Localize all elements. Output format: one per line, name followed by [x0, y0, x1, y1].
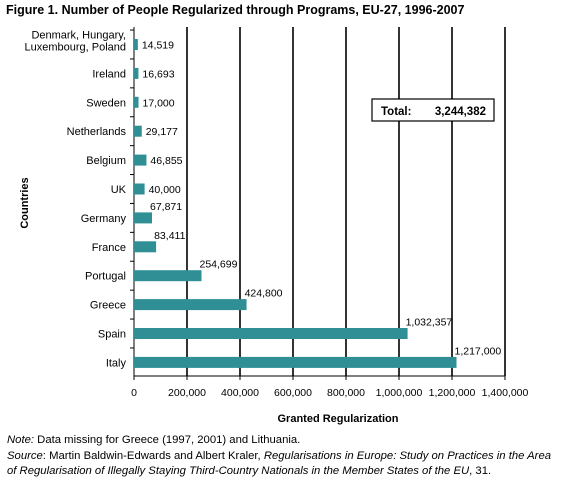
figure-title: Figure 1. Number of People Regularized t…	[6, 3, 465, 17]
category-label: Greece	[90, 300, 126, 312]
source-label: Source	[7, 450, 43, 462]
category-label: Portugal	[85, 271, 126, 283]
x-tick-label: 600,000	[274, 387, 312, 399]
bar	[134, 328, 408, 339]
source-title: Regularisations in Europe: Study on Prac…	[7, 450, 552, 477]
x-tick-label: 400,000	[221, 387, 259, 399]
bar	[134, 212, 152, 224]
bar	[134, 96, 139, 108]
category-label: Italy	[106, 357, 127, 369]
source-plain: : Martin Baldwin-Edwards and Albert Kral…	[42, 450, 264, 462]
bar	[134, 154, 147, 166]
bar	[134, 356, 457, 368]
figure-source: Source: Martin Baldwin-Edwards and Alber…	[7, 449, 563, 479]
category-label: Spain	[98, 329, 126, 341]
figure-note: Note: Data missing for Greece (1997, 200…	[7, 433, 300, 448]
data-label: 424,800	[245, 288, 283, 300]
data-label: 67,871	[150, 201, 182, 213]
x-tick-label: 1,200,000	[429, 387, 476, 399]
x-tick-label: 200,000	[168, 387, 206, 399]
x-tick-label: 1,000,000	[376, 387, 423, 399]
category-label: Ireland	[92, 68, 126, 80]
bar	[134, 67, 139, 79]
bar	[134, 125, 142, 137]
data-label: 14,519	[142, 40, 174, 52]
bar-chart: 0 200,000 400,000 600,000 800,000 1,000,000 1,…	[19, 27, 529, 425]
category-label: UK	[111, 184, 127, 196]
total-box	[371, 98, 495, 122]
total-label: Total:	[381, 106, 411, 118]
data-label: 17,000	[143, 97, 175, 109]
x-tick-label: 0	[131, 387, 137, 399]
data-label: 29,177	[146, 126, 178, 138]
data-label: 83,411	[154, 230, 185, 242]
bar	[134, 39, 138, 50]
x-axis-title: Granted Regularization	[277, 413, 398, 425]
category-label: Netherlands	[67, 126, 127, 138]
total-value: 3,244,382	[435, 106, 486, 118]
bar	[134, 299, 247, 311]
note-label: Note:	[7, 434, 35, 446]
category-label-line: Luxembourg, Poland	[24, 42, 126, 54]
bar	[134, 270, 202, 282]
category-label-line: Denmark, Hungary,	[31, 30, 126, 42]
data-label: 16,693	[142, 68, 174, 80]
y-axis-title: Countries	[19, 177, 31, 228]
x-tick-label: 800,000	[327, 387, 365, 399]
source-end: , 31.	[469, 465, 492, 477]
x-tick-label: 1,400,000	[482, 387, 529, 399]
bar	[134, 183, 145, 195]
category-label: Denmark, Hungary, Luxembourg, Poland	[24, 30, 126, 54]
data-label: 254,699	[199, 259, 237, 271]
data-label: 1,032,357	[406, 317, 453, 329]
category-label: Germany	[81, 213, 127, 225]
data-label: 1,217,000	[455, 345, 502, 357]
data-label: 40,000	[149, 184, 181, 196]
category-label: France	[92, 242, 126, 254]
category-label: Belgium	[86, 155, 126, 167]
category-label: Sweden	[86, 97, 126, 109]
note-text: Data missing for Greece (1997, 2001) and…	[37, 434, 301, 446]
data-label: 46,855	[150, 155, 182, 167]
bar	[134, 241, 157, 253]
